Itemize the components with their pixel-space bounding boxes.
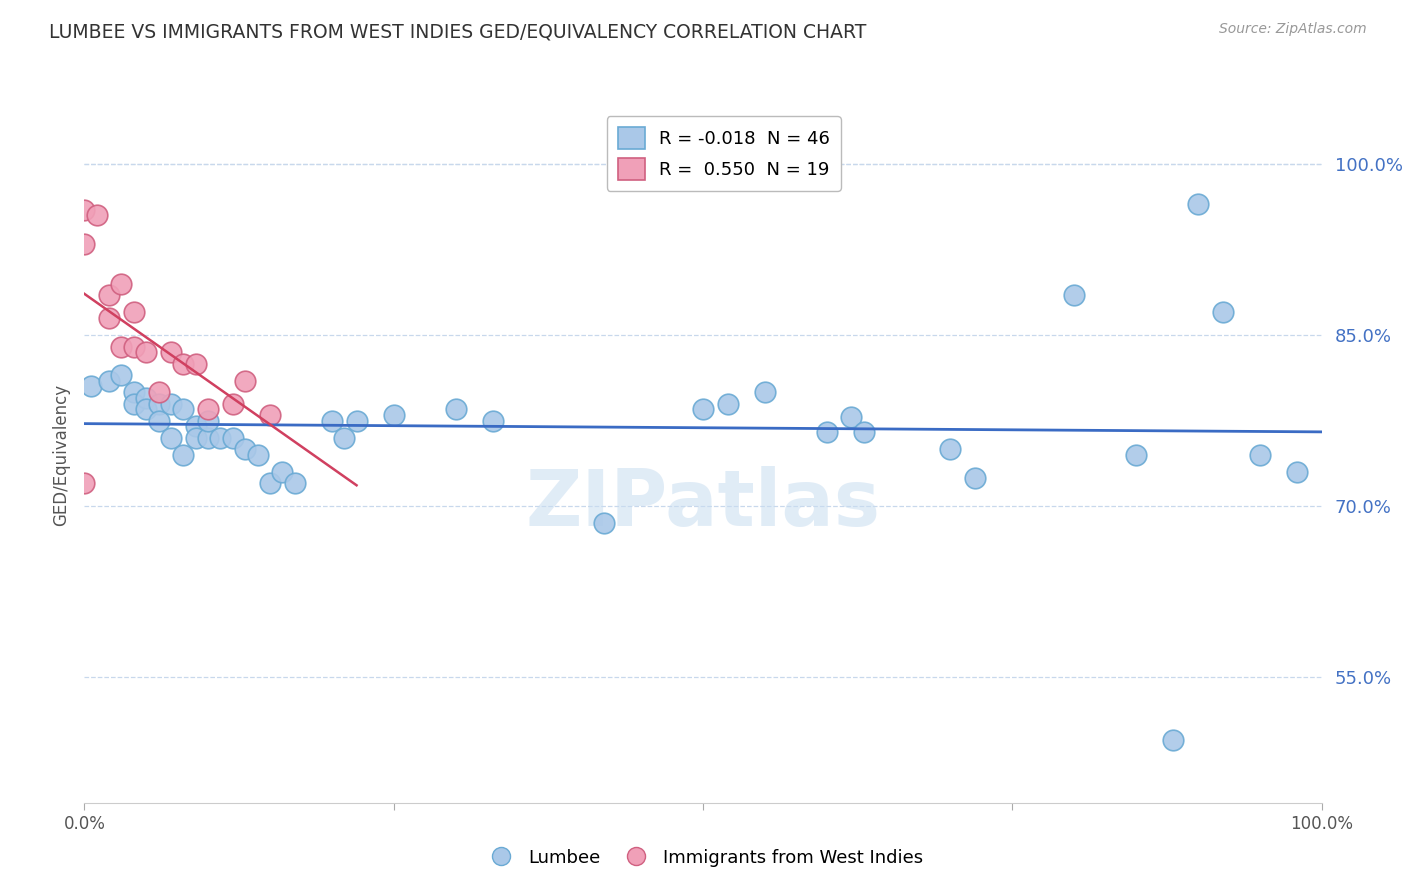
Point (160, 345, 183, 359)
Point (346, 414, 368, 428)
Y-axis label: GED/Equivalency: GED/Equivalency (52, 384, 70, 526)
Point (593, 516, 616, 531)
Point (1063, 288, 1085, 302)
Point (233, 442, 256, 457)
Point (73, 202, 96, 217)
Point (382, 408, 405, 422)
Point (1285, 465, 1308, 479)
Point (692, 402, 714, 417)
Point (1161, 733, 1184, 747)
Point (1125, 448, 1147, 462)
Point (98, 311, 121, 326)
Point (1212, 305, 1234, 319)
Point (172, 402, 194, 417)
Point (333, 431, 356, 445)
Point (122, 340, 145, 354)
Point (815, 425, 838, 439)
Point (841, 410, 863, 425)
Point (197, 414, 219, 428)
Point (852, 425, 875, 439)
Point (172, 357, 194, 371)
Point (98, 288, 121, 302)
Point (122, 305, 145, 319)
Point (271, 465, 294, 479)
Point (135, 345, 157, 359)
Point (222, 431, 245, 445)
Point (110, 340, 132, 354)
Text: Source: ZipAtlas.com: Source: ZipAtlas.com (1219, 22, 1367, 37)
Point (122, 385, 145, 400)
Point (444, 402, 467, 417)
Point (148, 414, 170, 428)
Point (122, 396, 145, 410)
Point (160, 396, 183, 410)
Legend: Lumbee, Immigrants from West Indies: Lumbee, Immigrants from West Indies (475, 841, 931, 874)
Point (246, 448, 269, 462)
Point (321, 414, 343, 428)
Point (110, 277, 132, 291)
Point (98, 374, 121, 388)
Point (939, 442, 962, 457)
Point (172, 448, 194, 462)
Text: ZIPatlas: ZIPatlas (526, 466, 880, 541)
Point (184, 431, 207, 445)
Point (135, 402, 157, 417)
Point (197, 402, 219, 417)
Text: LUMBEE VS IMMIGRANTS FROM WEST INDIES GED/EQUIVALENCY CORRELATION CHART: LUMBEE VS IMMIGRANTS FROM WEST INDIES GE… (49, 22, 866, 41)
Point (754, 385, 776, 400)
Point (1249, 448, 1271, 462)
Point (86, 208, 108, 222)
Point (73, 236, 96, 251)
Point (148, 385, 170, 400)
Point (965, 471, 987, 485)
Point (197, 431, 219, 445)
Point (73, 476, 96, 491)
Point (222, 396, 245, 410)
Point (1187, 197, 1209, 211)
Point (110, 368, 132, 382)
Point (148, 396, 170, 410)
Point (717, 396, 740, 410)
Point (284, 476, 307, 491)
Point (233, 374, 256, 388)
Point (481, 414, 503, 428)
Point (259, 476, 281, 491)
Point (160, 431, 183, 445)
Point (259, 408, 281, 422)
Point (209, 431, 232, 445)
Point (79, 379, 101, 393)
Point (184, 357, 207, 371)
Point (184, 419, 207, 434)
Point (135, 391, 157, 405)
